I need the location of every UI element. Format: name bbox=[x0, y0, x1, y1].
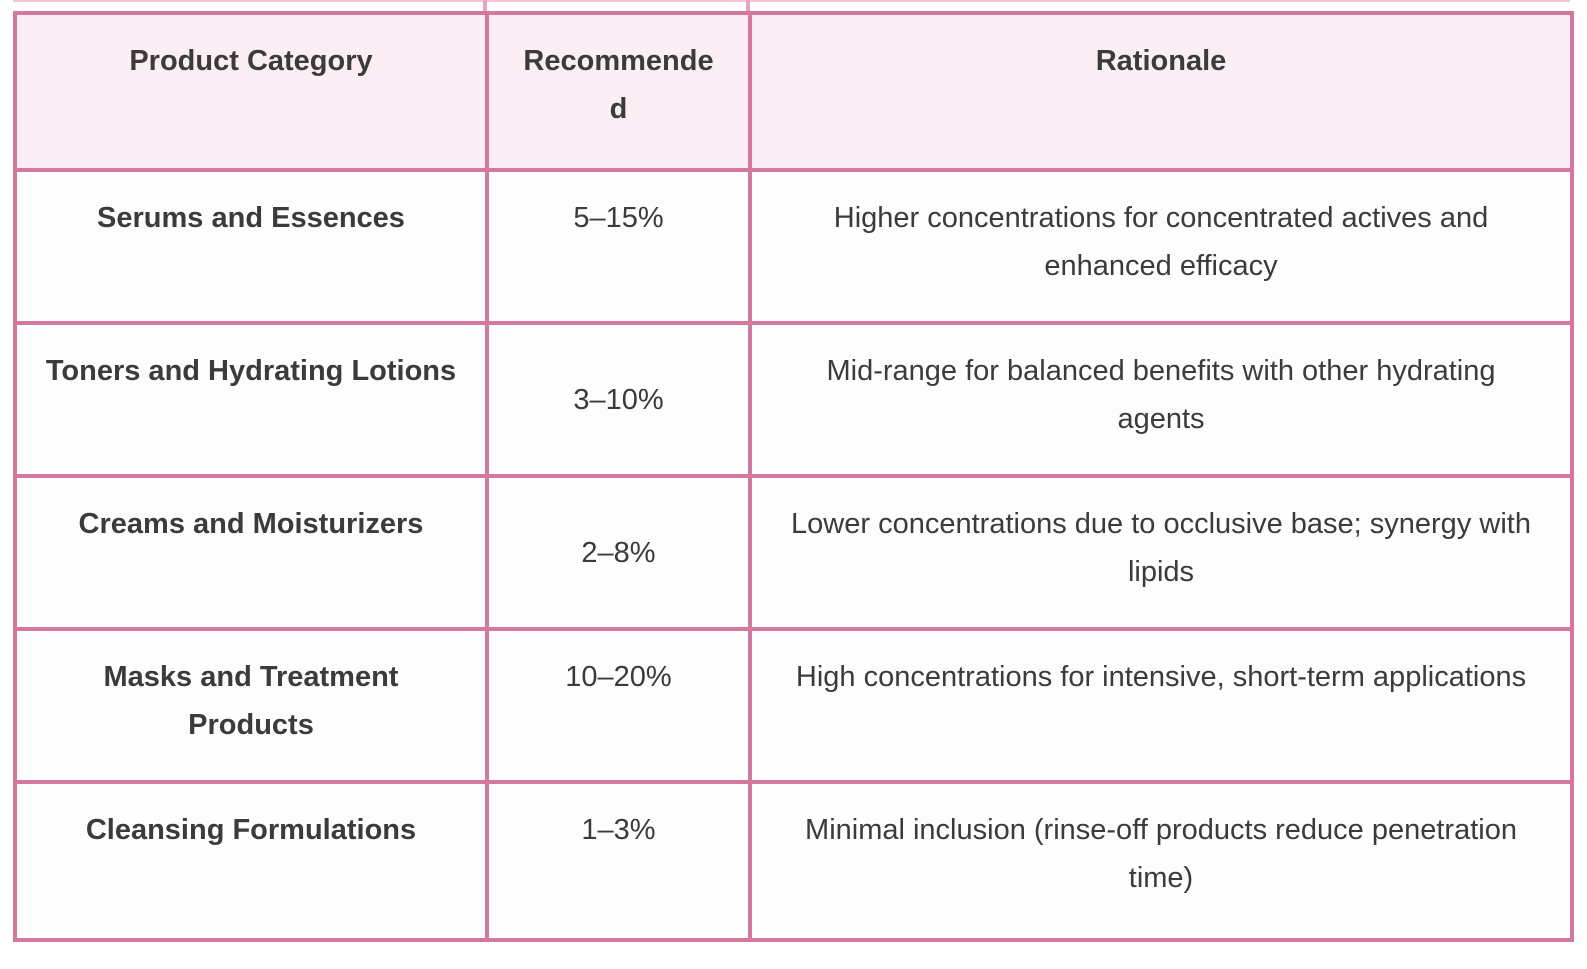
table-row: Serums and Essences 5–15% Higher concentra… bbox=[13, 168, 1574, 325]
cell-product-category: Toners and Hydrating Lotions bbox=[13, 321, 489, 478]
cell-rationale: Higher concentrations for concentrated a… bbox=[748, 168, 1574, 325]
cropped-row-remnant-line bbox=[13, 0, 1570, 2]
table-row: Toners and Hydrating Lotions 3–10% Mid-ran… bbox=[13, 321, 1574, 478]
cell-product-category: Masks and Treatment Products bbox=[13, 627, 489, 784]
cell-rationale: Mid-range for balanced benefits with oth… bbox=[748, 321, 1574, 478]
cell-rationale: Minimal inclusion (rinse-off products re… bbox=[748, 780, 1574, 942]
cell-recommended-range: 2–8% bbox=[485, 474, 752, 631]
header-product-category: Product Category bbox=[13, 11, 489, 172]
header-rationale: Rationale bbox=[748, 11, 1574, 172]
header-recommended: Recommende d bbox=[485, 11, 752, 172]
table-row: Masks and Treatment Products 10–20% High c… bbox=[13, 627, 1574, 784]
cell-product-category: Creams and Moisturizers bbox=[13, 474, 489, 631]
cell-recommended-range: 3–10% bbox=[485, 321, 752, 478]
table-body: Serums and Essences 5–15% Higher concentra… bbox=[13, 168, 1574, 942]
cell-product-category: Serums and Essences bbox=[13, 168, 489, 325]
table-row: Cleansing Formulations 1–3% Minimal inclus… bbox=[13, 780, 1574, 942]
cell-rationale: Lower concentrations due to occlusive ba… bbox=[748, 474, 1574, 631]
cell-product-category: Cleansing Formulations bbox=[13, 780, 489, 942]
cell-rationale: High concentrations for intensive, short… bbox=[748, 627, 1574, 784]
table-row: Creams and Moisturizers 2–8% Lower concent… bbox=[13, 474, 1574, 631]
table-header: Product Category Recommende d Rationale bbox=[13, 11, 1574, 172]
cropped-row-divider-stub bbox=[746, 0, 750, 11]
cell-recommended-range: 5–15% bbox=[485, 168, 752, 325]
cell-recommended-range: 1–3% bbox=[485, 780, 752, 942]
cropped-row-divider-stub bbox=[483, 0, 487, 11]
header-row: Product Category Recommende d Rationale bbox=[13, 11, 1574, 172]
cell-recommended-range: 10–20% bbox=[485, 627, 752, 784]
concentration-table: Product Category Recommende d Rationale … bbox=[13, 11, 1574, 942]
